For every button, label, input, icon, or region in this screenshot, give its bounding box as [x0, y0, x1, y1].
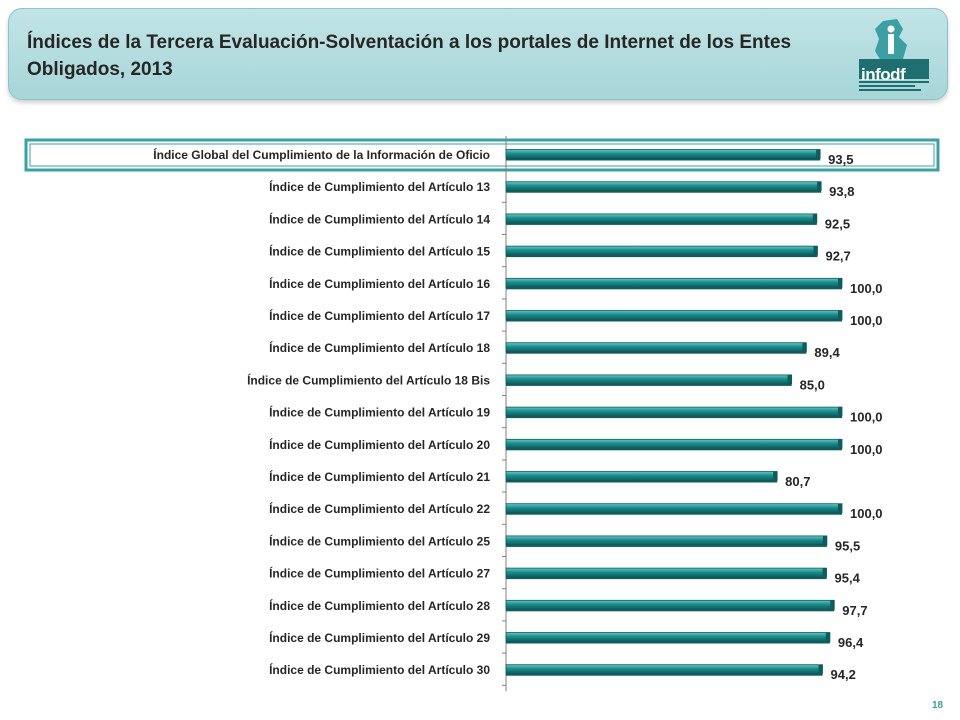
- value-label: 95,4: [835, 571, 861, 586]
- highlight-frame-inner: [29, 143, 935, 167]
- bar-end-cap: [838, 278, 842, 288]
- bar-end-cap: [838, 310, 842, 320]
- category-label: Índice de Cumplimiento del Artículo 29: [269, 630, 490, 645]
- bar: [505, 149, 821, 159]
- category-label: Índice Global del Cumplimiento de la Inf…: [153, 147, 490, 162]
- value-label: 96,4: [838, 635, 864, 650]
- bar: [505, 664, 823, 675]
- category-label: Índice de Cumplimiento del Artículo 14: [269, 211, 490, 226]
- category-label: Índice de Cumplimiento del Artículo 20: [269, 437, 490, 452]
- logo-text: infodf: [861, 65, 906, 84]
- bar-end-cap: [830, 600, 835, 610]
- bar-end-cap: [818, 664, 823, 674]
- bar-end-cap: [812, 213, 817, 223]
- bar-end-cap: [813, 246, 818, 256]
- bar-end-cap: [838, 439, 842, 449]
- category-label: Índice de Cumplimiento del Artículo 19: [269, 405, 490, 420]
- bar: [505, 535, 828, 546]
- category-label: Índice de Cumplimiento del Artículo 13: [269, 179, 490, 194]
- category-label: Índice de Cumplimiento del Artículo 18 B…: [247, 372, 490, 387]
- page-number: 18: [932, 700, 944, 711]
- header-banner: Índices de la Tercera Evaluación-Solvent…: [8, 8, 948, 100]
- infodf-logo: infodf: [853, 15, 933, 95]
- category-label: Índice de Cumplimiento del Artículo 30: [269, 662, 490, 677]
- value-label: 92,7: [825, 249, 850, 264]
- bar: [505, 181, 822, 192]
- bar: [505, 438, 843, 449]
- bar-end-cap: [822, 535, 827, 545]
- bar: [505, 471, 778, 481]
- category-label: Índice de Cumplimiento del Artículo 25: [269, 533, 490, 548]
- value-label: 100,0: [850, 506, 883, 521]
- category-label: Índice de Cumplimiento del Artículo 28: [269, 598, 490, 613]
- bar-end-cap: [816, 149, 821, 159]
- bar-end-cap: [838, 407, 842, 417]
- bar: [505, 503, 843, 514]
- bar: [505, 632, 831, 642]
- bar-end-cap: [822, 568, 827, 578]
- bar: [505, 567, 827, 578]
- map-emblem-icon: [859, 19, 929, 91]
- value-label: 100,0: [850, 281, 883, 296]
- category-label: Índice de Cumplimiento del Artículo 17: [269, 308, 490, 323]
- value-label: 100,0: [850, 442, 883, 457]
- value-label: 92,5: [825, 216, 850, 231]
- category-label: Índice de Cumplimiento del Artículo 18: [269, 340, 490, 355]
- value-label: 100,0: [850, 313, 883, 328]
- value-label: 93,5: [828, 152, 853, 167]
- category-label: Índice de Cumplimiento del Artículo 27: [269, 566, 490, 581]
- bar: [505, 277, 843, 288]
- value-label: 89,4: [814, 345, 840, 360]
- category-label: Índice de Cumplimiento del Artículo 22: [269, 501, 490, 516]
- bar: [505, 599, 835, 610]
- value-label: 100,0: [850, 410, 883, 425]
- value-label: 93,8: [829, 184, 854, 199]
- bar: [505, 342, 807, 353]
- bar-end-cap: [802, 342, 807, 352]
- value-label: 95,5: [835, 538, 860, 553]
- bar: [505, 310, 843, 320]
- highlight-frame: [24, 138, 940, 172]
- value-label: 97,7: [842, 603, 867, 618]
- bar: [505, 374, 793, 385]
- value-label: 85,0: [800, 377, 825, 392]
- category-label: Índice de Cumplimiento del Artículo 16: [269, 276, 490, 291]
- category-label: Índice de Cumplimiento del Artículo 21: [269, 469, 490, 484]
- bar: [505, 245, 818, 256]
- value-label: 94,2: [831, 667, 856, 682]
- bar: [505, 406, 843, 417]
- bar-end-cap: [817, 181, 822, 191]
- value-label: 80,7: [785, 474, 810, 489]
- bar-end-cap: [773, 471, 778, 481]
- category-label: Índice de Cumplimiento del Artículo 15: [269, 244, 490, 259]
- bar-end-cap: [787, 374, 792, 384]
- bar: [505, 213, 818, 224]
- bar-end-cap: [825, 632, 830, 642]
- page-title: Índices de la Tercera Evaluación-Solvent…: [27, 32, 792, 80]
- bar-end-cap: [838, 503, 842, 513]
